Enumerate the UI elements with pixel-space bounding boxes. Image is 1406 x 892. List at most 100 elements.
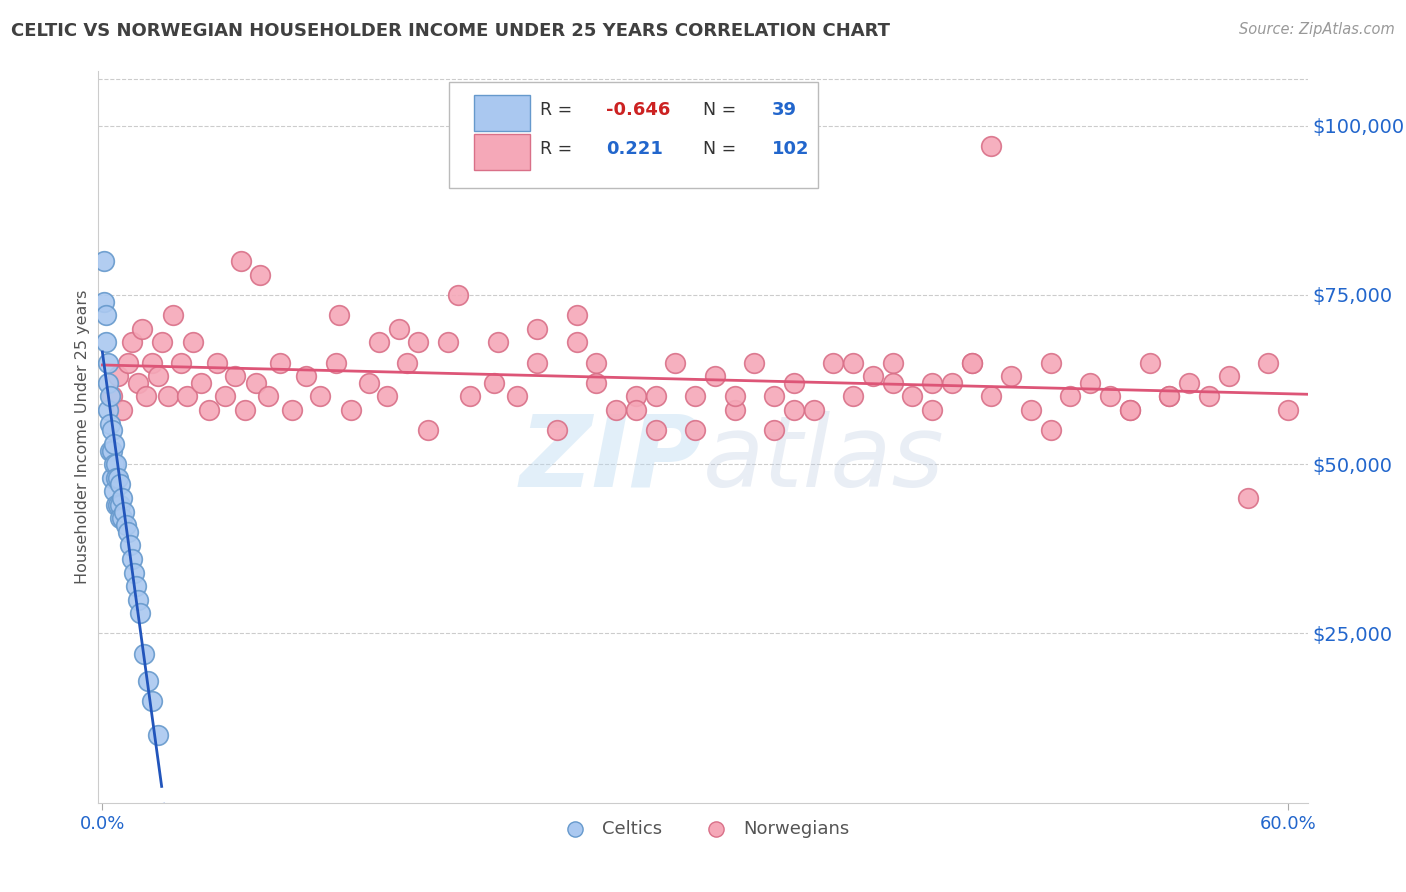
Point — [395, 355, 418, 369]
Point — [141, 355, 163, 369]
Point — [664, 355, 686, 369]
Point — [960, 355, 983, 369]
Point — [941, 376, 963, 390]
Point — [783, 403, 806, 417]
Point — [482, 376, 505, 390]
Point — [190, 376, 212, 390]
Point — [98, 443, 121, 458]
Point — [1277, 403, 1299, 417]
Point — [108, 511, 131, 525]
FancyBboxPatch shape — [449, 82, 818, 188]
Point — [96, 335, 118, 350]
Point — [205, 355, 228, 369]
Point — [105, 471, 128, 485]
Point — [763, 423, 786, 437]
Point — [882, 355, 904, 369]
Point — [101, 443, 124, 458]
Y-axis label: Householder Income Under 25 years: Householder Income Under 25 years — [75, 290, 90, 584]
Point — [1139, 355, 1161, 369]
Text: CELTIC VS NORWEGIAN HOUSEHOLDER INCOME UNDER 25 YEARS CORRELATION CHART: CELTIC VS NORWEGIAN HOUSEHOLDER INCOME U… — [11, 22, 890, 40]
Point — [156, 389, 179, 403]
Point — [447, 288, 470, 302]
Point — [224, 369, 246, 384]
Point — [170, 355, 193, 369]
Point — [1098, 389, 1121, 403]
Point — [257, 389, 280, 403]
Point — [980, 139, 1002, 153]
Point — [97, 376, 120, 390]
Point — [842, 389, 865, 403]
Point — [437, 335, 460, 350]
Point — [181, 335, 204, 350]
Point — [101, 471, 124, 485]
Point — [146, 728, 169, 742]
Point — [723, 389, 745, 403]
Point — [229, 254, 252, 268]
Point — [526, 355, 548, 369]
Point — [146, 369, 169, 384]
Point — [1019, 403, 1042, 417]
Point — [506, 389, 529, 403]
Point — [127, 376, 149, 390]
Point — [368, 335, 391, 350]
Point — [117, 355, 139, 369]
Point — [723, 403, 745, 417]
Point — [281, 403, 304, 417]
Point — [980, 389, 1002, 403]
Point — [122, 566, 145, 580]
Point — [121, 335, 143, 350]
Point — [565, 335, 588, 350]
Point — [605, 403, 627, 417]
FancyBboxPatch shape — [474, 95, 530, 131]
Point — [803, 403, 825, 417]
Point — [115, 518, 138, 533]
Point — [96, 308, 118, 322]
Point — [1078, 376, 1101, 390]
Point — [103, 437, 125, 451]
Point — [862, 369, 884, 384]
Point — [118, 538, 141, 552]
Point — [101, 423, 124, 437]
Point — [269, 355, 291, 369]
Point — [136, 673, 159, 688]
Point — [98, 389, 121, 403]
Point — [249, 268, 271, 282]
Point — [105, 457, 128, 471]
Point — [1159, 389, 1181, 403]
Point — [842, 355, 865, 369]
Point — [108, 498, 131, 512]
Point — [1119, 403, 1142, 417]
Text: Source: ZipAtlas.com: Source: ZipAtlas.com — [1239, 22, 1395, 37]
Text: atlas: atlas — [703, 410, 945, 508]
Point — [1039, 355, 1062, 369]
Text: R =: R = — [540, 140, 578, 158]
Point — [585, 376, 607, 390]
Point — [359, 376, 381, 390]
Point — [546, 423, 568, 437]
Point — [340, 403, 363, 417]
Point — [644, 423, 666, 437]
Point — [960, 355, 983, 369]
Point — [1237, 491, 1260, 505]
Point — [101, 389, 124, 403]
Point — [388, 322, 411, 336]
Point — [129, 606, 152, 620]
Point — [131, 322, 153, 336]
Point — [328, 308, 350, 322]
Point — [112, 505, 135, 519]
Point — [162, 308, 184, 322]
Point — [107, 369, 129, 384]
Point — [1159, 389, 1181, 403]
Point — [108, 477, 131, 491]
Point — [295, 369, 318, 384]
Point — [683, 423, 706, 437]
Point — [176, 389, 198, 403]
Point — [1119, 403, 1142, 417]
Point — [245, 376, 267, 390]
Point — [823, 355, 845, 369]
Point — [1059, 389, 1081, 403]
Point — [127, 592, 149, 607]
Point — [585, 355, 607, 369]
Point — [921, 403, 943, 417]
Point — [744, 355, 766, 369]
